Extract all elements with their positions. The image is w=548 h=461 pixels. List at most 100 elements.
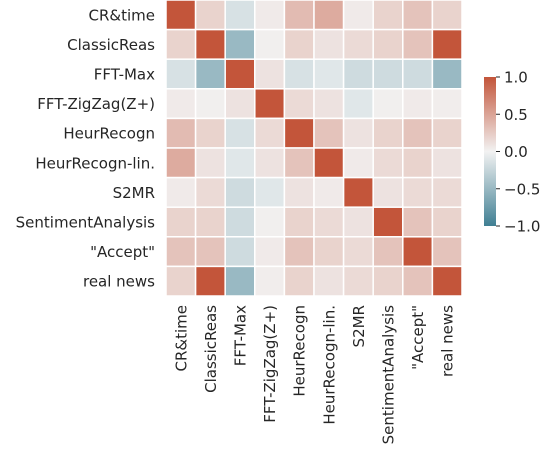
heatmap-cell — [165, 0, 197, 31]
heatmap-cell — [194, 0, 226, 31]
heatmap-cell — [402, 88, 434, 120]
heatmap-cell — [254, 0, 286, 31]
y-tick-label: CR&time — [89, 6, 155, 24]
heatmap-cell — [165, 117, 197, 149]
x-tick-label: HeurRecogn-lin. — [320, 305, 338, 425]
heatmap-cell — [372, 28, 404, 60]
colorbar-tick-label: 1.0 — [504, 69, 528, 87]
heatmap-cell — [194, 176, 226, 208]
heatmap-cell — [402, 176, 434, 208]
y-tick-label: SentimentAnalysis — [16, 214, 156, 232]
heatmap-cell — [283, 117, 315, 149]
heatmap-cell — [372, 265, 404, 297]
heatmap-cell — [372, 206, 404, 238]
y-tick-label: S2MR — [113, 184, 155, 202]
x-tick-label: CR&time — [172, 305, 190, 371]
heatmap-cell — [342, 236, 374, 268]
x-tick-label: FFT-ZigZag(Z+) — [261, 305, 279, 423]
heatmap-cell — [194, 236, 226, 268]
heatmap-cell — [283, 58, 315, 90]
heatmap-cell — [254, 117, 286, 149]
heatmap-cell — [402, 28, 434, 60]
heatmap-cell — [431, 176, 463, 208]
x-tick-labels: CR&time ClassicReas FFT-Max FFT-ZigZag(Z+) H… — [172, 305, 456, 445]
heatmap-cell — [372, 88, 404, 120]
heatmap-cell — [313, 88, 345, 120]
y-tick-label: "Accept" — [90, 243, 155, 261]
heatmap-cell — [194, 206, 226, 238]
x-tick-label: real news — [439, 305, 457, 377]
heatmap-cell — [313, 28, 345, 60]
heatmap-cell — [342, 265, 374, 297]
heatmap-cell — [342, 58, 374, 90]
x-tick-label: ClassicReas — [202, 305, 220, 393]
heatmap-cell — [224, 0, 256, 31]
x-tick-label: SentimentAnalysis — [380, 305, 398, 445]
heatmap-cell — [431, 265, 463, 297]
y-tick-label: FFT-Max — [94, 66, 155, 84]
colorbar: 1.0 0.5 0.0 −0.5 −1.0 — [484, 69, 540, 236]
heatmap-cell — [165, 206, 197, 238]
heatmap-cell — [194, 147, 226, 179]
heatmap-cell — [224, 117, 256, 149]
x-tick-label: FFT-Max — [232, 305, 250, 366]
heatmap-cell — [313, 147, 345, 179]
heatmap-cell — [165, 28, 197, 60]
heatmap-cell — [431, 206, 463, 238]
heatmap-cell — [224, 28, 256, 60]
heatmap-cell — [342, 147, 374, 179]
colorbar-ticks: 1.0 0.5 0.0 −0.5 −1.0 — [496, 69, 540, 236]
heatmap-cell — [342, 28, 374, 60]
colorbar-tick-label: 0.5 — [504, 106, 528, 124]
heatmap-cell — [254, 206, 286, 238]
heatmap-cell — [194, 117, 226, 149]
heatmap-cell — [313, 117, 345, 149]
heatmap-cell — [194, 265, 226, 297]
heatmap-cell — [313, 58, 345, 90]
y-tick-label: real news — [83, 273, 155, 291]
heatmap-cell — [431, 147, 463, 179]
heatmap-cell — [194, 58, 226, 90]
heatmap-cell — [224, 147, 256, 179]
x-tick-label: HeurRecogn — [291, 305, 309, 397]
heatmap-cell — [342, 206, 374, 238]
heatmap-cell — [165, 88, 197, 120]
heatmap-cell — [372, 58, 404, 90]
heatmap-cell — [224, 176, 256, 208]
heatmap-cell — [372, 147, 404, 179]
heatmap-cell — [254, 147, 286, 179]
heatmap-cell — [224, 58, 256, 90]
heatmap-cell — [165, 147, 197, 179]
heatmap-cell — [313, 265, 345, 297]
heatmap-cell — [431, 28, 463, 60]
heatmap-cell — [372, 176, 404, 208]
heatmap-cell — [165, 236, 197, 268]
heatmap-cell — [254, 236, 286, 268]
heatmap-cell — [283, 147, 315, 179]
heatmap-cell — [194, 88, 226, 120]
heatmap-cell — [402, 58, 434, 90]
heatmap-cell — [313, 176, 345, 208]
heatmap-cell — [224, 236, 256, 268]
heatmap-cell — [283, 88, 315, 120]
y-tick-label: ClassicReas — [67, 36, 155, 54]
heatmap-cell — [431, 0, 463, 31]
heatmap-cell — [283, 236, 315, 268]
heatmap-cell — [431, 236, 463, 268]
heatmap-cell — [402, 265, 434, 297]
x-tick-label: "Accept" — [409, 305, 427, 370]
heatmap-cell — [402, 147, 434, 179]
heatmap-cell — [254, 88, 286, 120]
heatmap-cell — [224, 206, 256, 238]
heatmap-cell — [313, 206, 345, 238]
heatmap-cell — [342, 117, 374, 149]
colorbar-tick-label: 0.0 — [504, 143, 528, 161]
heatmap-cell — [431, 58, 463, 90]
heatmap-cell — [402, 0, 434, 31]
heatmap-cell — [342, 176, 374, 208]
heatmap-cell — [254, 176, 286, 208]
heatmap-cell — [283, 176, 315, 208]
heatmap-cell — [402, 117, 434, 149]
heatmap-cell — [254, 28, 286, 60]
